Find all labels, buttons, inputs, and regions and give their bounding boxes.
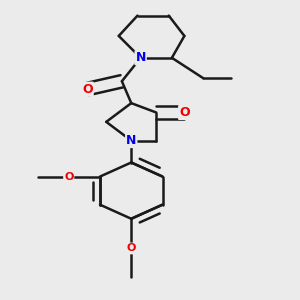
Text: O: O [179,106,190,119]
Text: O: O [127,243,136,254]
Text: N: N [135,51,146,64]
Text: O: O [64,172,74,182]
Text: O: O [82,82,93,96]
Text: N: N [126,134,136,147]
